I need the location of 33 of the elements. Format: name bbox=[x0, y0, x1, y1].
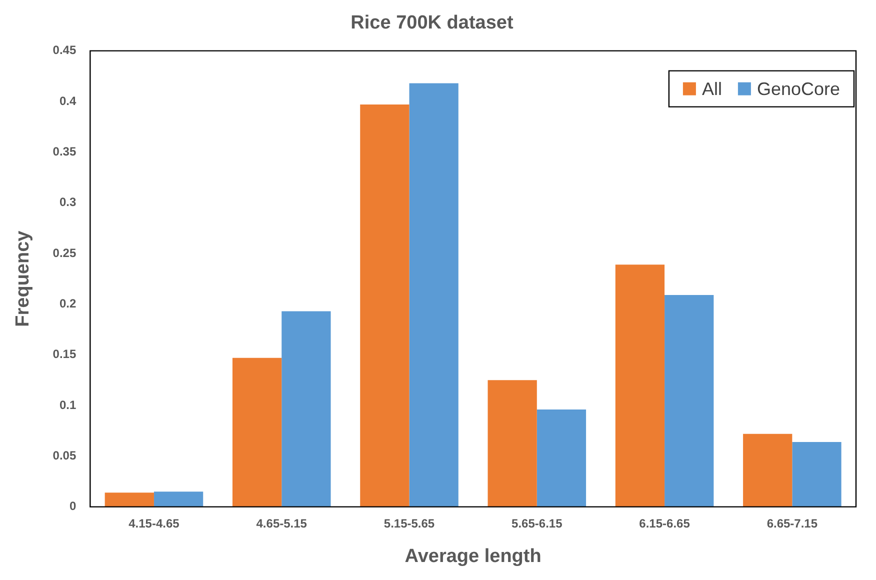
bar bbox=[792, 442, 842, 507]
x-tick-label: 6.65-7.15 bbox=[766, 516, 818, 530]
x-tick-label: 5.65-6.15 bbox=[512, 516, 563, 530]
y-tick-label: 0 bbox=[69, 499, 76, 514]
x-tick-label: 4.15-4.65 bbox=[128, 516, 180, 530]
bar bbox=[615, 264, 665, 507]
x-axis-title: Average length bbox=[404, 546, 542, 567]
legend-label: All bbox=[702, 78, 722, 99]
y-tick-label: 0.45 bbox=[52, 43, 76, 58]
bar bbox=[104, 492, 154, 507]
bar bbox=[536, 410, 586, 507]
bar bbox=[360, 104, 410, 507]
x-tick-label: 5.15-5.65 bbox=[384, 516, 435, 530]
bar bbox=[154, 492, 204, 507]
bar bbox=[488, 380, 537, 507]
y-tick-label: 0.4 bbox=[59, 94, 76, 108]
bar bbox=[232, 358, 282, 507]
chart-title: Rice 700K dataset bbox=[350, 12, 514, 34]
bar bbox=[664, 295, 714, 507]
y-tick-label: 0.3 bbox=[59, 195, 76, 210]
legend-label: GenoCore bbox=[756, 78, 840, 99]
bar bbox=[743, 434, 792, 507]
x-tick-label: 4.65-5.15 bbox=[256, 516, 308, 530]
bar bbox=[409, 83, 458, 507]
y-axis-title: Frequency bbox=[12, 230, 34, 327]
y-tick-label: 0.1 bbox=[59, 398, 76, 412]
y-tick-label: 0.2 bbox=[59, 296, 76, 310]
y-tick-label: 0.35 bbox=[52, 144, 76, 158]
bar bbox=[282, 311, 331, 507]
y-tick-label: 0.05 bbox=[52, 448, 76, 462]
y-tick-label: 0.25 bbox=[52, 246, 76, 260]
y-tick-label: 0.15 bbox=[52, 347, 76, 362]
x-tick-label: 6.15-6.65 bbox=[639, 516, 690, 530]
